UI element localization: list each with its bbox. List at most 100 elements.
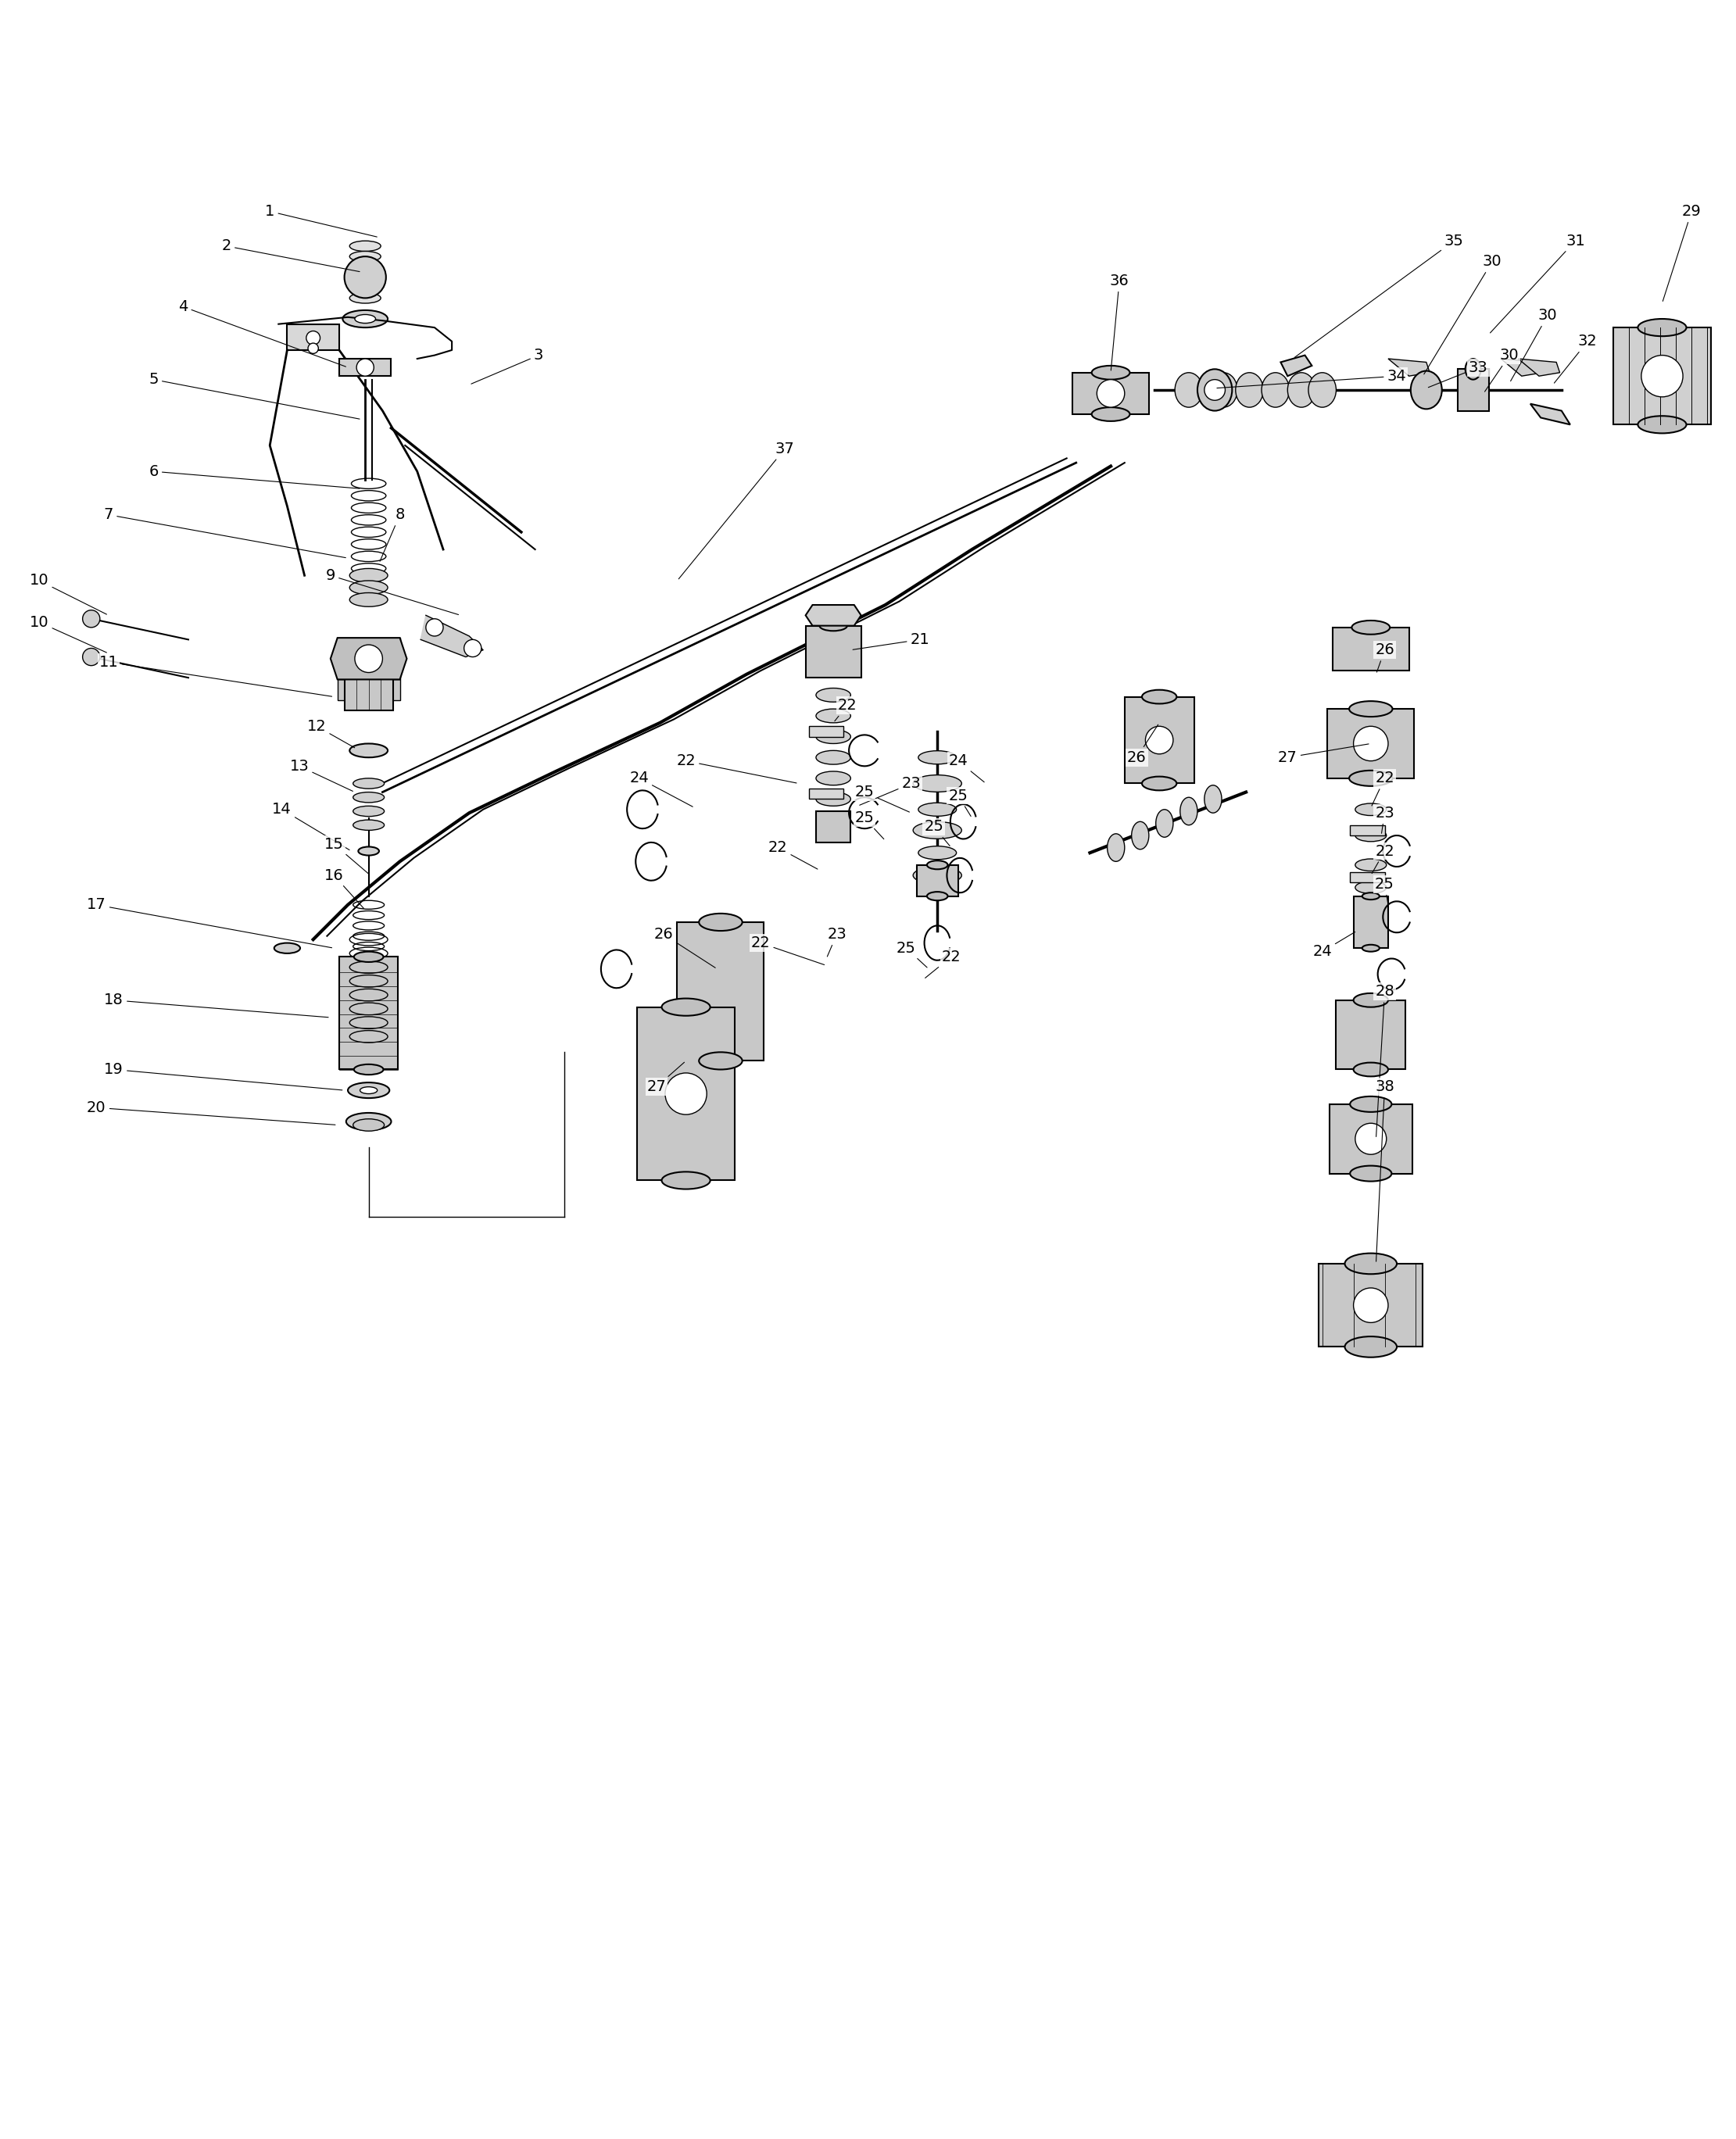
Polygon shape (1519, 359, 1561, 376)
Ellipse shape (358, 847, 378, 856)
Bar (806, 627, 861, 678)
Circle shape (344, 257, 385, 297)
Circle shape (1146, 727, 1174, 753)
Circle shape (1354, 1288, 1389, 1322)
Ellipse shape (918, 751, 957, 764)
Bar (1354, 896, 1389, 948)
Circle shape (354, 644, 382, 672)
Ellipse shape (354, 1065, 384, 1074)
Ellipse shape (347, 1082, 389, 1097)
Circle shape (1641, 355, 1682, 398)
Ellipse shape (352, 1119, 384, 1132)
Ellipse shape (1363, 892, 1380, 901)
Ellipse shape (1288, 372, 1316, 406)
Ellipse shape (342, 310, 387, 327)
Bar (637, 1007, 734, 1181)
Circle shape (1356, 1123, 1387, 1155)
Text: 22: 22 (1371, 770, 1394, 806)
Ellipse shape (918, 847, 957, 860)
Polygon shape (809, 789, 844, 800)
Ellipse shape (1356, 881, 1387, 894)
Ellipse shape (349, 580, 387, 595)
Text: 32: 32 (1554, 334, 1597, 383)
Ellipse shape (913, 866, 962, 883)
Text: 26: 26 (654, 926, 715, 967)
Ellipse shape (354, 952, 384, 963)
Ellipse shape (1349, 702, 1392, 717)
Text: 12: 12 (307, 719, 354, 749)
Text: 25: 25 (1375, 877, 1394, 903)
Ellipse shape (349, 242, 380, 250)
Ellipse shape (661, 999, 710, 1016)
Ellipse shape (1108, 834, 1125, 862)
Bar (339, 956, 398, 1070)
Ellipse shape (816, 729, 851, 744)
Polygon shape (809, 727, 844, 736)
Bar (816, 811, 851, 843)
Ellipse shape (816, 708, 851, 723)
Bar (1330, 1104, 1413, 1174)
Text: 4: 4 (179, 299, 345, 366)
Bar (1333, 627, 1410, 672)
Text: 16: 16 (325, 868, 365, 909)
Ellipse shape (1262, 372, 1290, 406)
Ellipse shape (1637, 415, 1686, 434)
Ellipse shape (1156, 809, 1174, 836)
Bar (337, 659, 399, 680)
Ellipse shape (1236, 372, 1264, 406)
Bar (1613, 327, 1710, 426)
Ellipse shape (1175, 372, 1203, 406)
Bar (337, 680, 399, 699)
Ellipse shape (352, 791, 384, 802)
Text: 20: 20 (87, 1099, 335, 1125)
Text: 26: 26 (1127, 725, 1158, 766)
Ellipse shape (349, 261, 380, 272)
Text: 30: 30 (1484, 349, 1519, 391)
Ellipse shape (1092, 366, 1130, 379)
Circle shape (1097, 379, 1125, 406)
Ellipse shape (918, 802, 957, 817)
Ellipse shape (1465, 359, 1481, 379)
Circle shape (665, 1074, 707, 1114)
Text: 6: 6 (149, 464, 359, 488)
Bar (337, 637, 399, 659)
Text: 23: 23 (826, 926, 847, 956)
Bar (1328, 708, 1415, 779)
Text: 10: 10 (30, 614, 106, 652)
Text: 9: 9 (326, 569, 458, 614)
Circle shape (83, 610, 101, 627)
Text: 22: 22 (925, 950, 962, 978)
Bar (344, 680, 392, 710)
Bar (917, 864, 958, 896)
Text: 21: 21 (852, 633, 930, 650)
Text: 22: 22 (1371, 843, 1394, 873)
Ellipse shape (349, 272, 380, 282)
Ellipse shape (1356, 804, 1387, 815)
Text: 7: 7 (104, 507, 345, 558)
Text: 29: 29 (1663, 203, 1701, 302)
Ellipse shape (345, 1112, 391, 1129)
Ellipse shape (359, 1087, 377, 1093)
Polygon shape (330, 637, 406, 680)
Circle shape (307, 342, 318, 353)
Ellipse shape (349, 293, 380, 304)
Ellipse shape (913, 821, 962, 838)
Ellipse shape (1349, 770, 1392, 785)
Text: 25: 25 (948, 787, 970, 817)
Ellipse shape (349, 744, 387, 757)
Text: 30: 30 (1510, 308, 1557, 381)
Ellipse shape (927, 892, 948, 901)
Ellipse shape (1356, 860, 1387, 871)
Polygon shape (1502, 359, 1543, 376)
Circle shape (83, 648, 101, 665)
Text: 23: 23 (1375, 806, 1394, 834)
Ellipse shape (1356, 830, 1387, 841)
Text: 33: 33 (1429, 359, 1488, 387)
Ellipse shape (1411, 370, 1443, 409)
Text: 22: 22 (752, 935, 825, 965)
Polygon shape (1531, 404, 1569, 426)
Text: 27: 27 (1278, 744, 1368, 766)
Ellipse shape (1351, 1097, 1392, 1112)
Text: 30: 30 (1424, 255, 1502, 374)
Ellipse shape (816, 772, 851, 785)
